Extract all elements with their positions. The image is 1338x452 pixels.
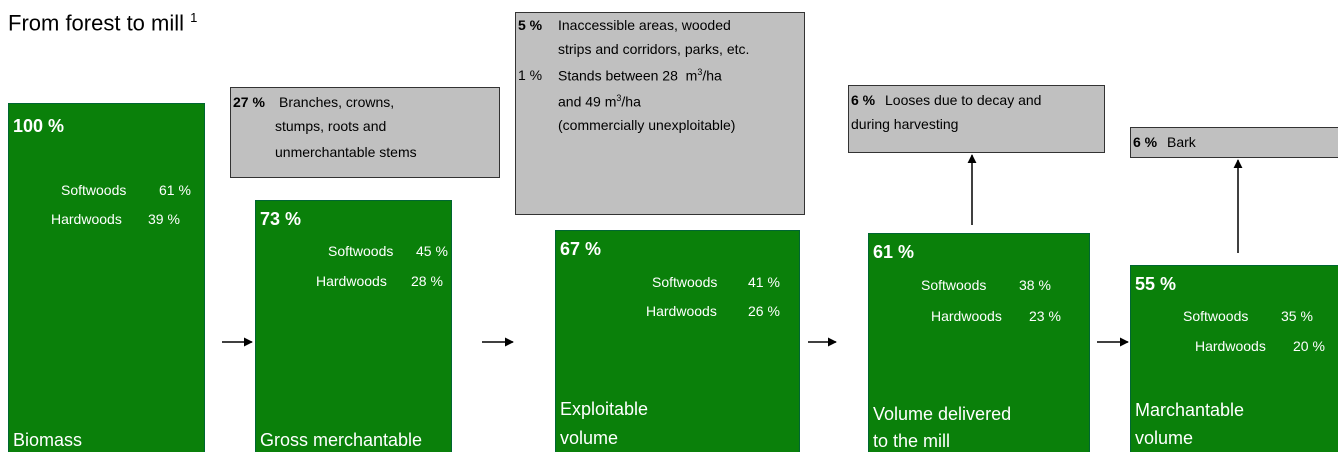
stage-name: Volume delivered bbox=[873, 404, 1012, 424]
stage-name: Marchantable bbox=[1135, 400, 1245, 420]
title-text: From forest to mill bbox=[8, 10, 185, 36]
loss-text: Stands between 28 m3/ha bbox=[558, 67, 722, 84]
softwoods-value: 38 % bbox=[1019, 277, 1051, 293]
loss-percent: 1 % bbox=[518, 67, 543, 83]
stage-box: 67 % Softwoods 41 % Hardwoods 26 % Explo… bbox=[555, 230, 800, 452]
loss-text: Looses due to decay and bbox=[885, 92, 1042, 108]
softwoods-value: 41 % bbox=[748, 274, 780, 290]
loss-box: 5 % Inaccessible areas, wooded strips an… bbox=[515, 12, 805, 215]
stage-percent: 100 % bbox=[13, 116, 65, 136]
loss-box: 6 % Bark bbox=[1130, 127, 1338, 158]
hardwoods-label: Hardwoods bbox=[316, 273, 387, 289]
loss-percent: 6 % bbox=[1133, 134, 1158, 150]
hardwoods-value: 20 % bbox=[1293, 338, 1325, 354]
loss-text: during harvesting bbox=[851, 116, 959, 132]
softwoods-label: Softwoods bbox=[328, 243, 394, 259]
loss-text: (commercially unexploitable) bbox=[558, 117, 736, 133]
hardwoods-label: Hardwoods bbox=[646, 303, 717, 319]
stage-percent: 55 % bbox=[1135, 274, 1177, 294]
hardwoods-value: 26 % bbox=[748, 303, 780, 319]
softwoods-value: 61 % bbox=[159, 182, 191, 198]
text-part: /ha bbox=[621, 93, 641, 110]
superscript: 3 bbox=[697, 67, 703, 77]
stage-percent: 67 % bbox=[560, 239, 602, 259]
text-part: and 49 m bbox=[558, 93, 617, 110]
stage-name: volume bbox=[560, 428, 619, 448]
loss-box: 27 % Branches, crowns, stumps, roots and… bbox=[230, 87, 500, 178]
stage-percent: 73 % bbox=[260, 209, 302, 229]
stage-name: volume bbox=[1135, 428, 1194, 448]
stage-name: Biomass bbox=[13, 430, 83, 450]
loss-text: strips and corridors, parks, etc. bbox=[558, 41, 750, 57]
loss-percent: 5 % bbox=[518, 17, 543, 33]
title: From forest to mill 1 bbox=[8, 10, 197, 36]
footnote: 1 bbox=[190, 10, 198, 25]
loss-text: unmerchantable stems bbox=[275, 144, 417, 160]
loss-text: stumps, roots and bbox=[275, 118, 387, 134]
stage-box: 55 % Softwoods 35 % Hardwoods 20 % March… bbox=[1130, 265, 1338, 452]
softwoods-label: Softwoods bbox=[61, 182, 127, 198]
loss-text: Bark bbox=[1167, 134, 1196, 150]
stage-name: Gross merchantable bbox=[260, 430, 423, 450]
text-part: Stands between 28 m bbox=[558, 67, 698, 84]
stage-box: 100 % Softwoods 61 % Hardwoods 39 % Biom… bbox=[8, 103, 205, 452]
softwoods-value: 45 % bbox=[416, 243, 448, 259]
loss-text: Inaccessible areas, wooded bbox=[558, 17, 731, 33]
hardwoods-value: 23 % bbox=[1029, 308, 1061, 324]
softwoods-label: Softwoods bbox=[921, 277, 987, 293]
stage-box: 73 % Softwoods 45 % Hardwoods 28 % Gross… bbox=[255, 200, 452, 452]
loss-box: 6 % Looses due to decay and during harve… bbox=[848, 85, 1105, 153]
loss-percent: 6 % bbox=[851, 92, 876, 108]
softwoods-label: Softwoods bbox=[1183, 308, 1249, 324]
stage-name: Exploitable bbox=[560, 399, 649, 419]
loss-text: Branches, crowns, bbox=[279, 94, 395, 110]
hardwoods-label: Hardwoods bbox=[51, 211, 122, 227]
softwoods-value: 35 % bbox=[1281, 308, 1313, 324]
stage-name: to the mill bbox=[873, 431, 951, 451]
hardwoods-label: Hardwoods bbox=[931, 308, 1002, 324]
hardwoods-value: 39 % bbox=[148, 211, 180, 227]
stage-box: 61 % Softwoods 38 % Hardwoods 23 % Volum… bbox=[868, 233, 1090, 452]
loss-percent: 27 % bbox=[233, 94, 265, 110]
hardwoods-value: 28 % bbox=[411, 273, 443, 289]
text-part: /ha bbox=[702, 67, 722, 84]
loss-text: and 49 m3/ha bbox=[558, 93, 641, 110]
superscript: 3 bbox=[616, 93, 622, 103]
softwoods-label: Softwoods bbox=[652, 274, 718, 290]
hardwoods-label: Hardwoods bbox=[1195, 338, 1266, 354]
stage-percent: 61 % bbox=[873, 242, 915, 262]
